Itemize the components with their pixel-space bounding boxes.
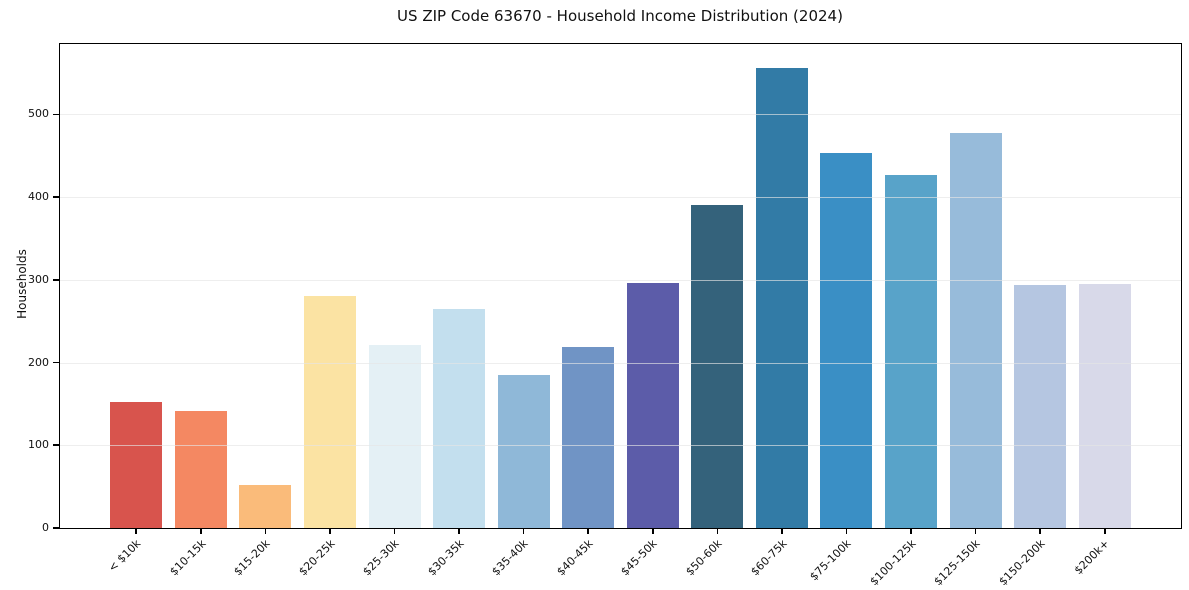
y-tick-mark	[53, 196, 59, 198]
x-tick-mark	[781, 528, 783, 534]
y-tick-mark	[53, 361, 59, 364]
x-tick-mark	[329, 528, 331, 534]
y-tick-label: 200	[28, 355, 49, 369]
y-tick-label: 100	[28, 438, 49, 452]
bar	[303, 295, 356, 528]
gridline	[60, 279, 1181, 281]
x-tick-mark	[1103, 528, 1106, 534]
x-tick-label: $75-100k	[807, 537, 854, 584]
x-tick-mark	[845, 528, 848, 534]
gridline	[60, 197, 1181, 199]
bar	[885, 174, 938, 528]
x-tick-label: $20-25k	[295, 537, 338, 579]
bar	[497, 374, 550, 528]
x-tick-label: $10-15k	[166, 537, 209, 579]
bar	[820, 153, 873, 528]
chart-title: US ZIP Code 63670 - Household Income Dis…	[397, 7, 843, 25]
x-tick-label: $30-35k	[425, 537, 467, 579]
bar	[562, 346, 615, 528]
bar	[1014, 284, 1067, 528]
y-tick-label: 400	[28, 190, 49, 204]
bar	[626, 283, 679, 528]
x-tick-label: $200k+	[1071, 537, 1112, 578]
x-tick-label: $35-40k	[489, 537, 531, 579]
x-tick-mark	[458, 528, 460, 534]
x-tick-mark	[1039, 528, 1041, 534]
x-tick-mark	[393, 528, 396, 534]
y-tick-label: 500	[28, 107, 49, 121]
x-tick-label: $125-150k	[931, 537, 983, 589]
x-tick-mark	[264, 528, 267, 534]
gridline	[60, 445, 1181, 447]
x-tick-label: < $10k	[105, 537, 144, 575]
x-tick-mark	[522, 528, 525, 534]
y-tick-label: 300	[28, 272, 49, 286]
bar	[239, 484, 292, 528]
x-tick-label: $25-30k	[360, 537, 402, 579]
y-tick-mark	[53, 444, 59, 447]
gridline	[60, 362, 1181, 364]
x-tick-mark	[200, 528, 202, 534]
x-tick-label: $60-75k	[747, 537, 790, 579]
x-tick-mark	[974, 528, 977, 534]
x-tick-label: $45-50k	[618, 537, 660, 579]
bar	[368, 345, 421, 528]
y-tick-mark	[53, 527, 59, 529]
bar	[1078, 283, 1131, 528]
y-tick-mark	[53, 278, 59, 281]
x-tick-mark	[910, 528, 912, 534]
bar	[691, 205, 744, 528]
bar	[433, 308, 486, 528]
bar	[949, 133, 1002, 528]
x-tick-label: $40-45k	[554, 537, 596, 579]
x-tick-mark	[651, 528, 654, 534]
plot-area: < $10k $10-15k $15-20k $20-25k $25-30k $30-35…	[28, 43, 1182, 588]
x-tick-label: $15-20k	[231, 537, 273, 579]
x-tick-label: $50-60k	[683, 537, 725, 579]
gridline	[60, 114, 1181, 116]
x-tick-label: $150-200k	[996, 537, 1048, 589]
x-tick-label: $100-125k	[867, 537, 919, 589]
y-tick-label: 0	[42, 521, 49, 534]
x-tick-mark	[716, 528, 719, 534]
x-tick-mark	[135, 528, 138, 534]
bar	[174, 411, 227, 528]
x-tick-mark	[587, 528, 589, 534]
bar	[110, 402, 163, 528]
y-axis-label: Households	[15, 249, 29, 319]
bar	[755, 68, 808, 528]
y-tick-mark	[53, 113, 59, 116]
